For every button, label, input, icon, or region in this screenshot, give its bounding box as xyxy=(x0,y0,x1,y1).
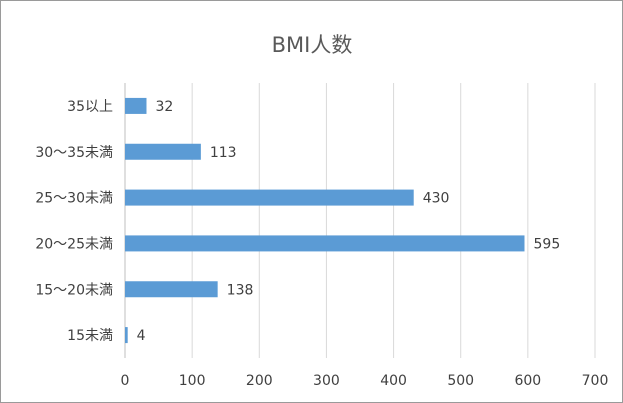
x-tick-label: 500 xyxy=(447,373,474,389)
x-tick-label: 300 xyxy=(313,373,340,389)
data-label: 4 xyxy=(137,328,146,344)
bar xyxy=(125,327,128,344)
data-labels: 32 113 430 595 138 4 xyxy=(137,99,561,344)
bar xyxy=(125,281,218,298)
bar xyxy=(125,189,414,206)
bar xyxy=(125,97,147,114)
data-label: 138 xyxy=(227,282,254,298)
gridlines xyxy=(124,83,596,358)
bar xyxy=(125,235,525,252)
x-tick-label: 400 xyxy=(380,373,407,389)
category-label: 35以上 xyxy=(67,99,113,115)
x-axis-tick-labels: 0 100 200 300 400 500 600 700 xyxy=(121,373,609,389)
category-labels: 35以上 30〜35未満 25〜30未満 20〜25未満 15〜20未満 15未満 xyxy=(35,99,113,344)
x-tick-label: 600 xyxy=(514,373,541,389)
data-label: 32 xyxy=(155,99,173,115)
x-tick-label: 200 xyxy=(246,373,273,389)
x-tick-label: 100 xyxy=(179,373,206,389)
chart-title: BMI人数 xyxy=(272,33,353,57)
data-label: 595 xyxy=(534,236,561,252)
data-label: 113 xyxy=(210,145,237,161)
category-label: 15〜20未満 xyxy=(35,282,113,298)
category-label: 15未満 xyxy=(67,328,113,344)
category-label: 20〜25未満 xyxy=(35,236,113,252)
category-label: 30〜35未満 xyxy=(35,145,113,161)
bar xyxy=(125,143,201,160)
category-label: 25〜30未満 xyxy=(35,191,113,207)
data-label: 430 xyxy=(423,191,450,207)
x-tick-label: 700 xyxy=(582,373,609,389)
x-tick-label: 0 xyxy=(121,373,130,389)
bars xyxy=(125,97,525,344)
